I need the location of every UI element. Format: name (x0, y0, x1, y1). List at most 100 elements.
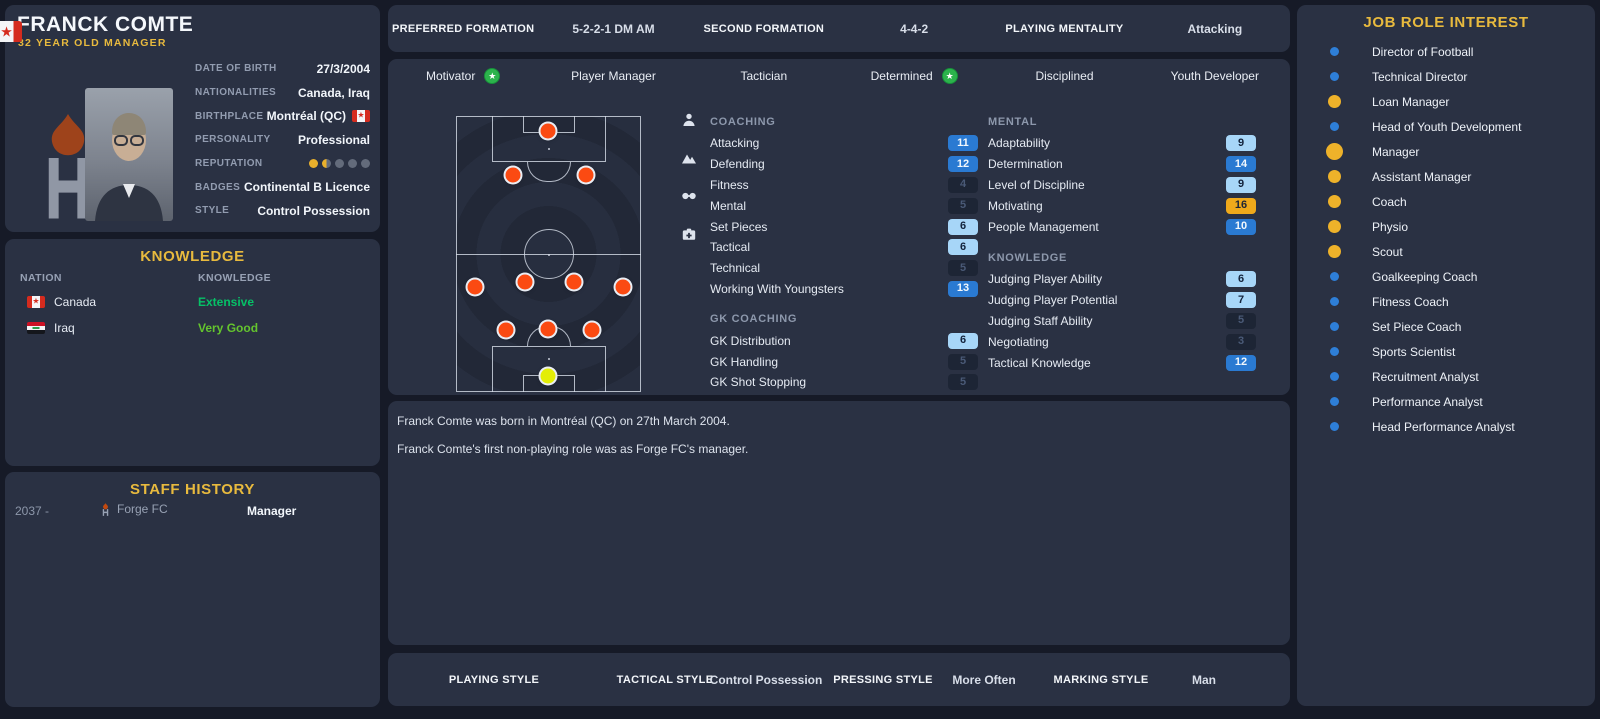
job-role-label: Set Piece Coach (1372, 319, 1462, 334)
nation-flag-icon (27, 322, 45, 334)
reputation-dot (309, 159, 318, 169)
attribute-label: Tactical (710, 240, 751, 255)
formation-summary-bar: PREFERRED FORMATION 5-2-2-1 DM AM SECOND… (388, 5, 1290, 52)
attribute-value-badge: 12 (948, 156, 978, 173)
detail-row-nationalities: NATIONALITIES Canada, Iraq (195, 85, 370, 100)
attribute-value-badge: 5 (948, 260, 978, 277)
goalkeeper-marker (540, 368, 556, 384)
attribute-value-badge: 6 (1226, 271, 1256, 288)
trait-item: Youth Developer ★ (1140, 59, 1290, 93)
attribute-value-badge: 16 (1226, 197, 1256, 214)
attribute-row: GK Shot Stopping 5 (710, 372, 978, 393)
attribute-value-badge: 3 (1226, 333, 1256, 350)
attribute-value-badge: 5 (1226, 312, 1256, 329)
column-header-nation: NATION (20, 272, 62, 284)
interest-level-dot (1329, 322, 1339, 331)
medical-category-icon[interactable] (681, 226, 697, 242)
coaching-category-icon[interactable] (681, 112, 697, 128)
attribute-value-badge: 7 (1226, 292, 1256, 309)
trait-item: Tactician ★ (689, 59, 839, 93)
job-role-row: Set Piece Coach (1297, 314, 1595, 339)
knowledge-panel: KNOWLEDGE NATION KNOWLEDGE Canada Extens… (5, 239, 380, 466)
trait-item: Disciplined ★ (989, 59, 1139, 93)
reputation-dot (361, 159, 370, 169)
attribute-label: Judging Staff Ability (988, 313, 1093, 328)
interest-level-dot (1327, 195, 1341, 208)
player-marker (467, 279, 483, 295)
reputation-dot (322, 159, 331, 169)
job-role-interest-title: JOB ROLE INTEREST (1363, 14, 1529, 31)
knowledge-row: Iraq Very Good (5, 315, 380, 341)
playing-mentality-value: Attacking (1187, 21, 1243, 36)
job-role-row: Manager (1297, 139, 1595, 164)
trait-item: Player Manager ★ (538, 59, 688, 93)
marking-style-label: MARKING STYLE (1053, 673, 1149, 686)
knowledge-row: Canada Extensive (5, 289, 380, 315)
detail-row-date-of-birth: DATE OF BIRTH 27/3/2004 (195, 61, 370, 76)
player-marker (615, 279, 631, 295)
attribute-row: Mental 5 (710, 195, 978, 216)
reputation-dot (335, 159, 344, 169)
bio-line-2: Franck Comte's first non-playing role wa… (397, 442, 749, 456)
interest-level-dot (1327, 220, 1341, 233)
attribute-label: Attacking (710, 136, 760, 151)
attribute-row: People Management 10 (988, 216, 1256, 237)
manager-photo (85, 88, 173, 221)
interest-level-dot (1325, 143, 1343, 160)
job-role-row: Technical Director (1297, 64, 1595, 89)
attribute-value-badge: 6 (948, 239, 978, 256)
player-marker (578, 167, 594, 183)
attribute-row: Technical 5 (710, 258, 978, 279)
attribute-value-badge: 5 (948, 353, 978, 370)
attribute-category-icons (681, 112, 697, 242)
detail-row-personality: PERSONALITY Professional (195, 132, 370, 147)
attribute-value-badge: 13 (948, 280, 978, 297)
attribute-label: Judging Player Potential (988, 293, 1118, 308)
interest-level-dot (1329, 47, 1339, 56)
job-role-row: Head Performance Analyst (1297, 414, 1595, 439)
interest-level-dot (1329, 347, 1339, 356)
attribute-label: GK Shot Stopping (710, 375, 807, 390)
attributes-panel: Motivator ★ Player Manager ★ Tactician ★… (388, 59, 1290, 395)
job-role-label: Performance Analyst (1372, 394, 1483, 409)
bio-line-1: Franck Comte was born in Montréal (QC) o… (397, 414, 730, 428)
player-marker (505, 167, 521, 183)
detail-row-style: STYLE Control Possession (195, 203, 370, 218)
attribute-row: GK Distribution 6 (710, 330, 978, 351)
attribute-row: Judging Player Potential 7 (988, 290, 1256, 311)
preferred-formation-value: 5-2-2-1 DM AM (572, 21, 655, 36)
section-header-mental: MENTAL (988, 116, 1038, 128)
profile-details: DATE OF BIRTH 27/3/2004 NATIONALITIES Ca… (195, 57, 370, 223)
trait-label: Determined (870, 69, 933, 83)
attribute-label: Judging Player Ability (988, 272, 1103, 287)
job-role-row: Goalkeeping Coach (1297, 264, 1595, 289)
trait-star-icon: ★ (484, 68, 501, 84)
interest-level-dot (1329, 272, 1339, 281)
attribute-value-badge: 14 (1226, 156, 1256, 173)
scouting-category-icon[interactable] (681, 188, 697, 204)
job-role-label: Recruitment Analyst (1372, 369, 1479, 384)
trait-item: Determined ★ (839, 59, 989, 93)
nation-name: Canada (54, 295, 97, 309)
job-role-label: Head Performance Analyst (1372, 419, 1515, 434)
interest-level-dot (1329, 397, 1339, 406)
job-role-label: Assistant Manager (1372, 169, 1472, 184)
attribute-label: Set Pieces (710, 219, 768, 234)
attribute-value-badge: 5 (948, 374, 978, 391)
player-marker (498, 322, 514, 338)
job-role-row: Scout (1297, 239, 1595, 264)
job-role-label: Coach (1372, 194, 1407, 209)
pressing-style-label: PRESSING STYLE (833, 673, 933, 686)
job-role-label: Fitness Coach (1372, 294, 1449, 309)
attribute-label: Tactical Knowledge (988, 355, 1091, 370)
reputation-dot (348, 159, 357, 169)
attribute-row: Adaptability 9 (988, 133, 1256, 154)
attribute-value-badge: 9 (1226, 176, 1256, 193)
attribute-row: Attacking 11 (710, 133, 978, 154)
staff-history-row: 2037 - Forge FC Manager (5, 500, 380, 524)
attribute-value-badge: 5 (948, 197, 978, 214)
fitness-category-icon[interactable] (681, 150, 697, 166)
job-role-label: Sports Scientist (1372, 344, 1456, 359)
attribute-label: Mental (710, 198, 747, 213)
second-formation-value: 4-4-2 (900, 21, 929, 36)
